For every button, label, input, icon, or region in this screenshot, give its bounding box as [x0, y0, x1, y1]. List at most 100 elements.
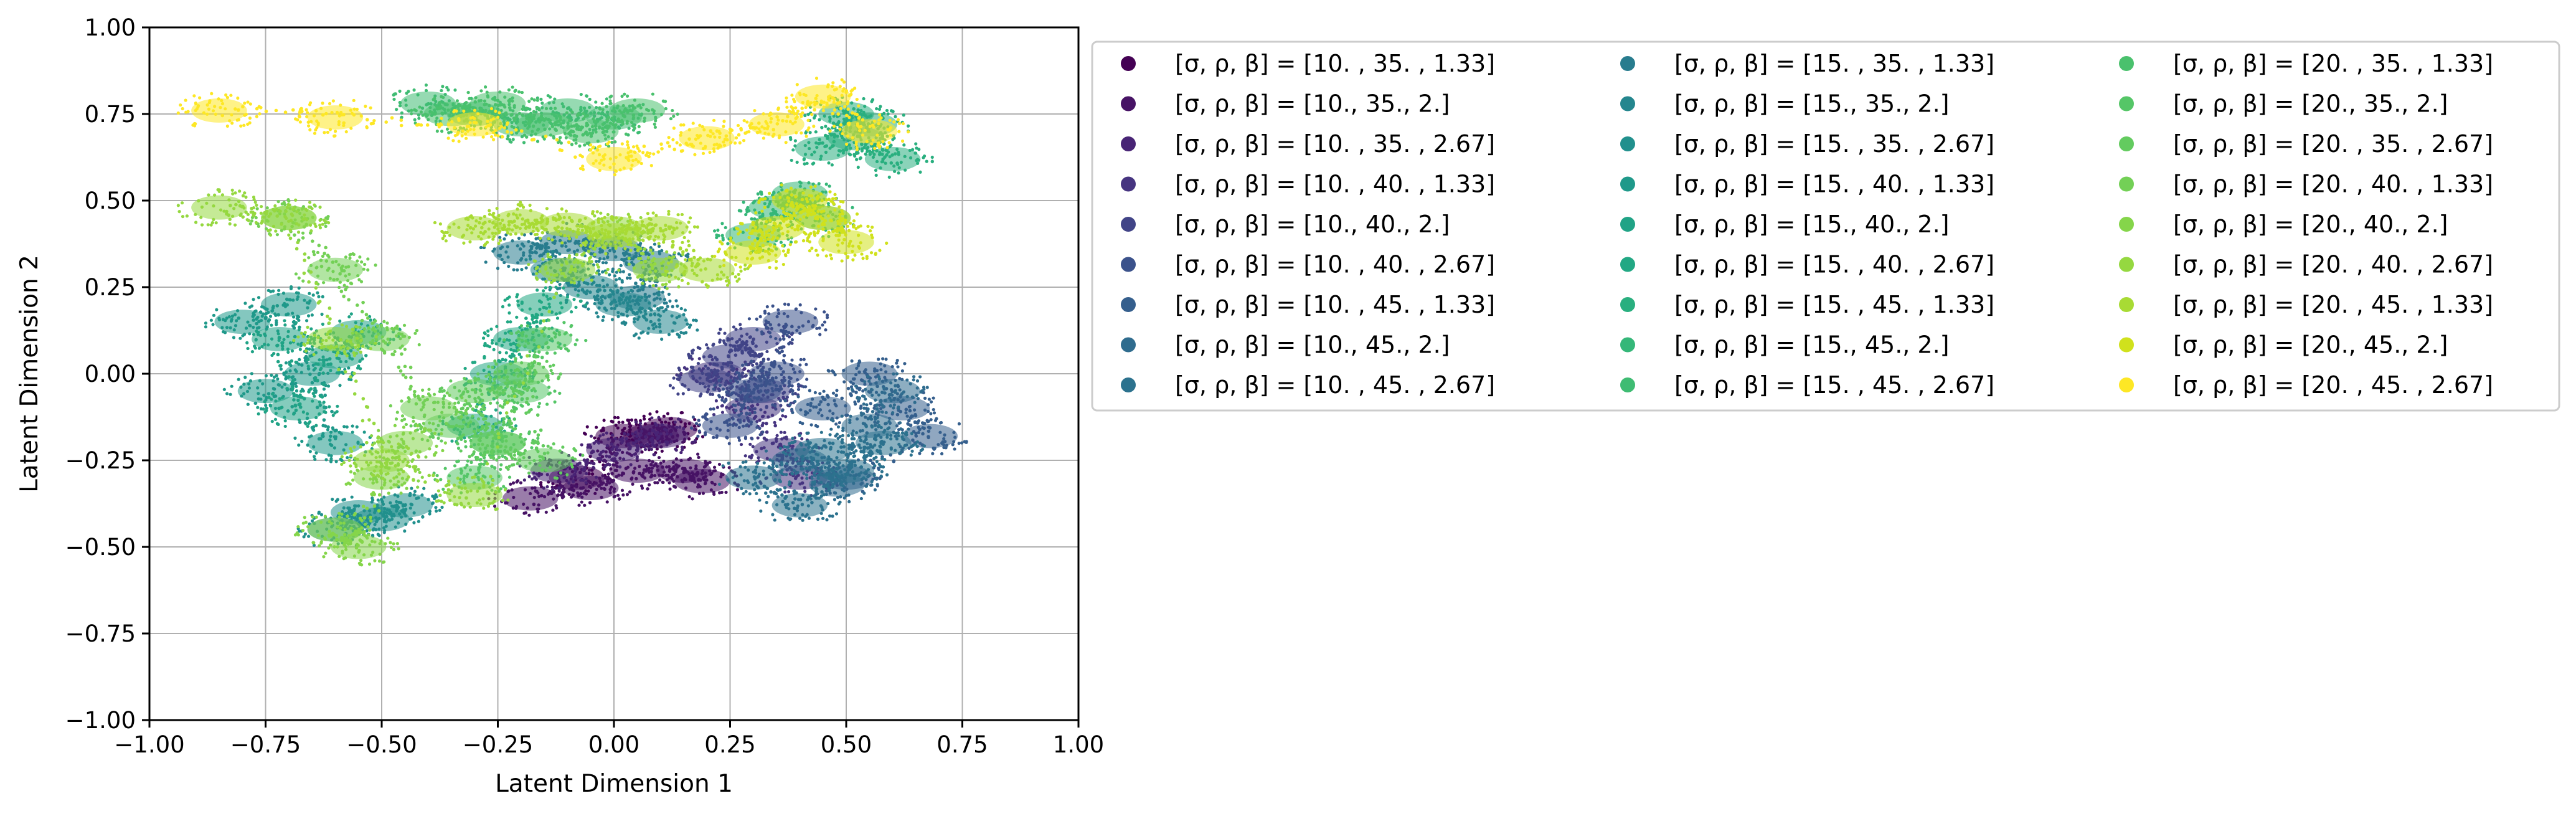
- data-point: [833, 498, 837, 501]
- data-point: [882, 386, 886, 390]
- data-point: [647, 446, 651, 450]
- data-point: [758, 427, 762, 430]
- data-point: [627, 422, 631, 425]
- data-point: [329, 460, 333, 463]
- data-point: [664, 301, 668, 305]
- data-point: [283, 323, 287, 327]
- data-point: [302, 397, 306, 401]
- data-point: [616, 288, 620, 293]
- data-point: [806, 402, 809, 406]
- data-point: [819, 511, 823, 515]
- data-point: [252, 325, 255, 330]
- data-point: [564, 244, 568, 249]
- data-point: [798, 498, 803, 501]
- data-point: [784, 325, 788, 329]
- data-point: [842, 496, 846, 500]
- data-point: [262, 393, 266, 397]
- scatter-clusters: [176, 76, 968, 567]
- data-point: [862, 453, 867, 458]
- data-point: [863, 105, 867, 108]
- data-point: [603, 487, 606, 491]
- data-point: [308, 347, 311, 351]
- data-point: [899, 451, 902, 455]
- data-point: [321, 358, 324, 362]
- data-point: [534, 237, 538, 240]
- data-point: [774, 388, 778, 392]
- data-point: [899, 161, 903, 164]
- data-point: [870, 445, 875, 449]
- data-point: [804, 385, 808, 389]
- data-point: [412, 521, 416, 524]
- data-point: [681, 448, 684, 452]
- data-point: [283, 319, 286, 323]
- data-point: [833, 472, 836, 475]
- data-point: [286, 350, 290, 354]
- data-point: [290, 349, 295, 353]
- data-point: [808, 389, 811, 392]
- data-point: [510, 488, 514, 492]
- data-point: [767, 312, 771, 316]
- data-point: [589, 252, 593, 255]
- data-point: [697, 429, 701, 433]
- data-point: [698, 381, 702, 386]
- data-point: [819, 480, 823, 484]
- data-point: [833, 373, 837, 377]
- data-point: [687, 422, 691, 425]
- data-point: [257, 397, 260, 401]
- data-point: [767, 415, 770, 419]
- data-point: [910, 449, 914, 453]
- data-point: [842, 380, 846, 384]
- data-point: [295, 297, 299, 301]
- data-point: [864, 397, 867, 401]
- data-point: [771, 304, 775, 308]
- data-point: [533, 250, 537, 254]
- data-point: [862, 97, 866, 101]
- data-point: [792, 489, 796, 493]
- data-point: [572, 484, 576, 488]
- data-point: [867, 149, 872, 153]
- data-point: [602, 285, 606, 289]
- data-point: [914, 142, 918, 146]
- data-point: [623, 427, 626, 430]
- data-point: [880, 410, 884, 414]
- data-point: [789, 138, 793, 141]
- data-point: [528, 254, 532, 258]
- data-point: [558, 311, 562, 315]
- data-point: [867, 445, 871, 450]
- data-point: [606, 462, 610, 466]
- data-point: [793, 371, 797, 374]
- data-point: [267, 343, 270, 347]
- data-point: [506, 255, 510, 259]
- data-point: [874, 428, 878, 432]
- data-point: [900, 369, 904, 373]
- data-point: [737, 413, 741, 417]
- data-point: [808, 441, 813, 445]
- data-point: [617, 420, 621, 424]
- data-point: [866, 417, 870, 420]
- data-point: [708, 460, 712, 464]
- data-point: [929, 400, 933, 404]
- data-point: [314, 362, 318, 366]
- data-point: [854, 391, 858, 394]
- data-point: [575, 485, 578, 488]
- data-point: [575, 463, 580, 467]
- data-point: [693, 480, 697, 484]
- data-point: [745, 394, 749, 397]
- data-point: [319, 513, 324, 516]
- data-point: [801, 324, 805, 328]
- data-point: [743, 380, 747, 384]
- data-point: [727, 461, 730, 465]
- data-point: [820, 125, 824, 130]
- data-point: [601, 270, 605, 274]
- data-point: [810, 501, 814, 505]
- data-point: [757, 456, 760, 460]
- data-point: [614, 437, 618, 440]
- data-point: [589, 461, 593, 465]
- data-point: [268, 318, 271, 322]
- data-point: [820, 490, 824, 494]
- data-point: [494, 408, 498, 412]
- data-point: [731, 476, 735, 480]
- data-point: [766, 320, 770, 325]
- data-point: [284, 361, 288, 365]
- data-point: [544, 510, 548, 514]
